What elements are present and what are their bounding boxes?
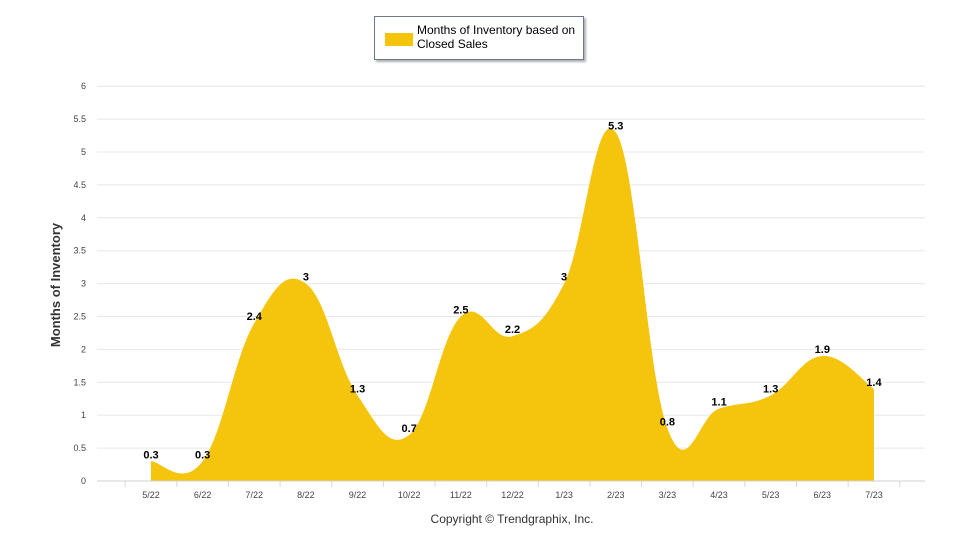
y-tick-label: 4 [81,213,86,223]
data-label: 2.4 [247,311,263,323]
y-axis-title: Months of Inventory [48,222,63,347]
legend-swatch [385,33,413,46]
axes: 0 0.5 1 1.5 2 2.5 3 3.5 4 4.5 5 5.5 6 5/22 6/22 7/22 8/2… [73,81,925,500]
y-tick-label: 5 [81,147,86,157]
x-tick-label: 5/22 [142,490,160,500]
y-tick-label: 0 [81,476,86,486]
data-label: 0.8 [660,416,675,428]
x-tick-label: 4/23 [710,490,728,500]
y-tick-label: 2.5 [73,312,86,322]
data-label: 3 [561,272,567,284]
y-tick-label: 3 [81,279,86,289]
legend-label: Months of Inventory based on Closed Sale… [417,23,576,51]
y-tick-label: 3.5 [73,246,86,256]
data-label: 3 [303,272,309,284]
x-tick-label: 12/22 [501,490,524,500]
data-label: 0.7 [402,423,417,435]
data-labels: 0.3 0.3 2.4 3 1.3 0.7 2.5 2.2 3 5.3 0.8 1.1 1.3 1.9 1.… [143,120,882,461]
x-tick-label: 7/23 [865,490,883,500]
y-tick-label: 5.5 [73,114,86,124]
area-series [151,128,874,481]
area-fill [151,128,874,481]
y-tick-label: 4.5 [73,180,86,190]
data-label: 2.5 [453,305,468,317]
x-tick-label: 9/22 [349,490,367,500]
x-tick-label: 2/23 [607,490,625,500]
y-tick-label: 1 [81,410,86,420]
data-label: 1.3 [350,383,365,395]
data-label: 5.3 [608,120,623,132]
data-label: 1.1 [711,397,726,409]
x-tick-label: 3/23 [659,490,677,500]
data-label: 1.9 [815,344,830,356]
data-label: 0.3 [195,449,210,461]
x-tick-label: 10/22 [398,490,421,500]
data-label: 0.3 [143,449,158,461]
y-tick-label: 6 [81,81,86,91]
copyright-notice: Copyright © Trendgraphix, Inc. [430,512,594,526]
data-label: 2.2 [505,324,520,336]
x-tick-label: 1/23 [555,490,573,500]
y-tick-label: 1.5 [73,377,86,387]
x-tick-label: 11/22 [450,490,472,500]
x-tick-label: 7/22 [246,490,264,500]
x-tick-label: 6/23 [814,490,832,500]
data-label: 1.4 [866,377,882,389]
legend: Months of Inventory based on Closed Sale… [374,16,584,60]
data-label: 1.3 [763,383,778,395]
x-tick-label: 6/22 [194,490,212,500]
x-tick-label: 5/23 [762,490,780,500]
x-tick-label: 8/22 [297,490,315,500]
y-tick-label: 2 [81,344,86,354]
y-tick-label: 0.5 [73,443,86,453]
